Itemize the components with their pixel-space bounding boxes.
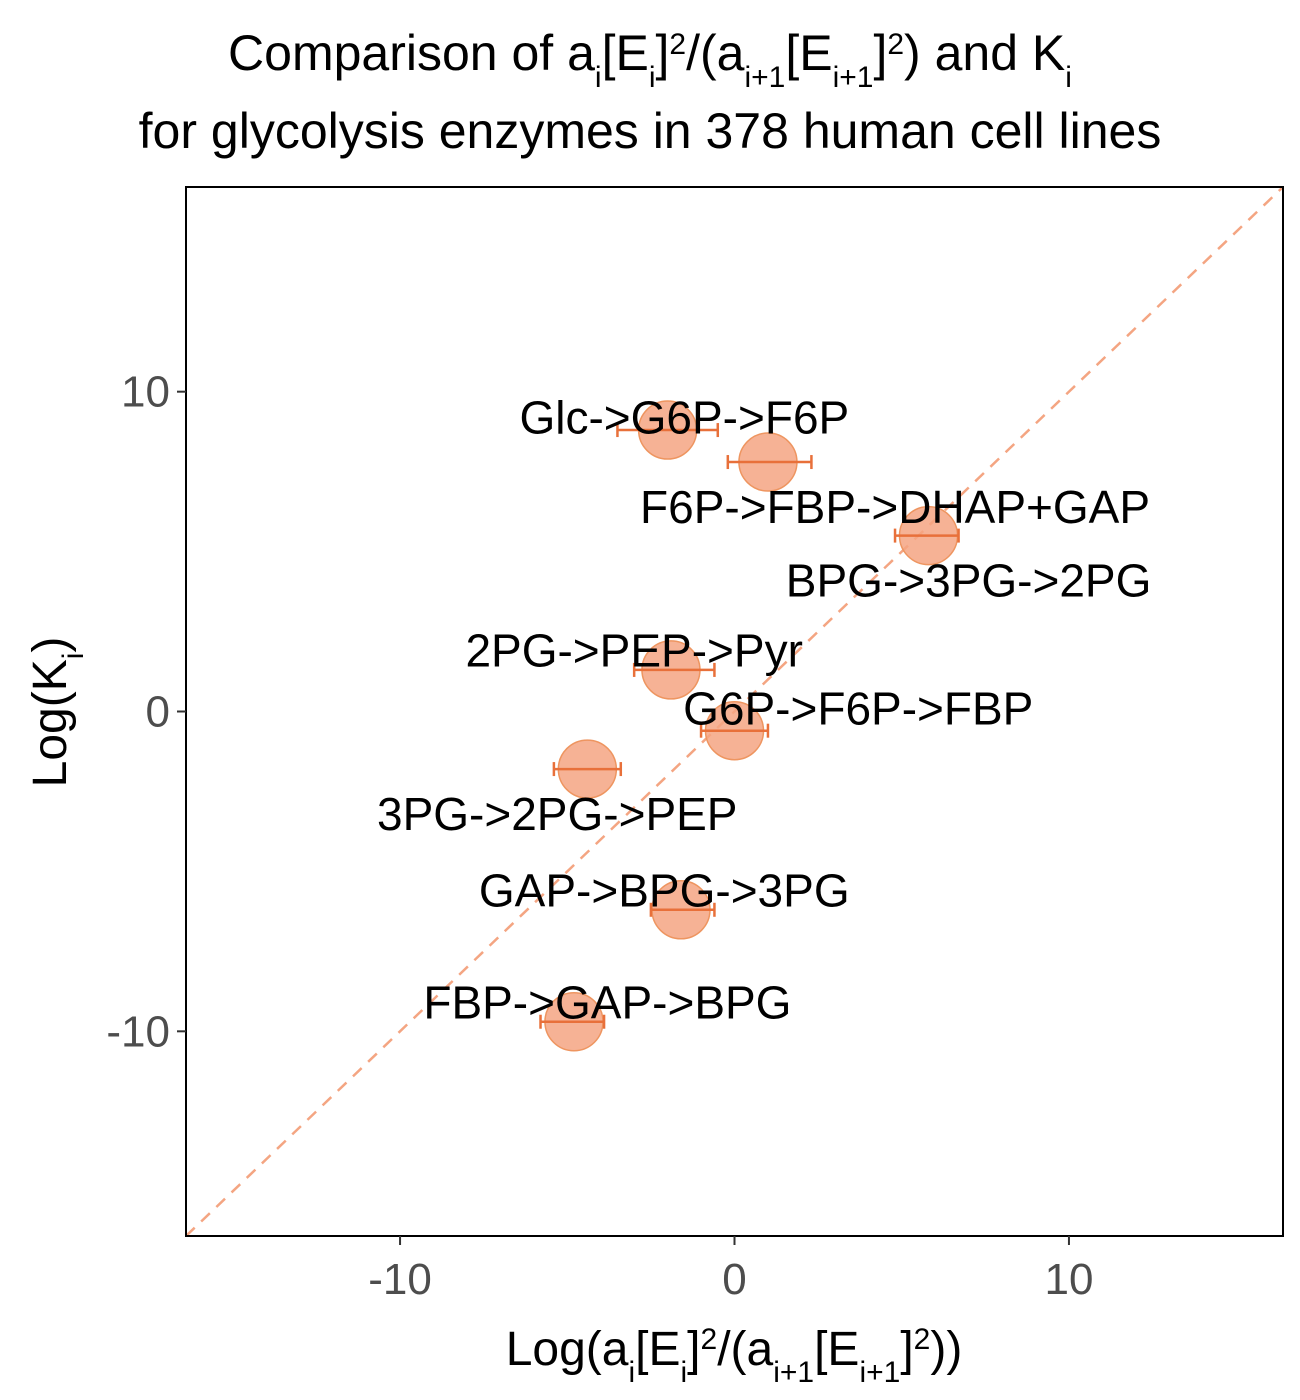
error-bar — [649, 902, 716, 917]
y-tick-label: 0 — [146, 688, 170, 737]
point-label: F6P->FBP->DHAP+GAP — [640, 481, 1150, 533]
error-bar — [699, 723, 770, 738]
chart-title-line2: for glycolysis enzymes in 378 human cell… — [139, 103, 1162, 159]
point-label: G6P->F6P->FBP — [683, 682, 1033, 734]
point-labels-layer: Glc->G6P->F6P F6P->FBP->DHAP+GAP BPG->3PG-… — [377, 391, 1151, 1028]
x-axis-label: Log(ai[Ei]2/(ai+1[Ei+1]2)) — [506, 1323, 963, 1389]
point-label: GAP->BPG->3PG — [479, 865, 850, 917]
error-bar — [539, 1014, 606, 1029]
chart-title-line1: Comparison of ai[Ei]2/(ai+1[Ei+1]2) and … — [228, 25, 1072, 94]
y-axis-label: Log(Ki) — [24, 637, 90, 788]
error-bar — [893, 528, 960, 543]
point-label: 2PG->PEP->Pyr — [465, 625, 802, 677]
x-tick-label: -10 — [368, 1255, 432, 1304]
y-tick-label: 10 — [121, 368, 170, 417]
point-label: FBP->GAP->BPG — [423, 977, 791, 1029]
points-layer — [539, 400, 960, 1052]
error-bar — [616, 423, 720, 438]
point-label: 3PG->2PG->PEP — [377, 788, 738, 840]
x-axis-ticks: -10 0 10 — [368, 1236, 1093, 1304]
x-tick-label: 0 — [722, 1255, 746, 1304]
error-bar — [632, 662, 716, 677]
y-axis-ticks: -10 0 10 — [106, 368, 186, 1056]
error-bar — [726, 455, 813, 470]
error-bar — [552, 762, 623, 777]
y-tick-label: -10 — [106, 1007, 170, 1056]
x-tick-label: 10 — [1044, 1255, 1093, 1304]
point-label: Glc->G6P->F6P — [519, 391, 849, 443]
point-label: BPG->3PG->2PG — [786, 554, 1152, 606]
